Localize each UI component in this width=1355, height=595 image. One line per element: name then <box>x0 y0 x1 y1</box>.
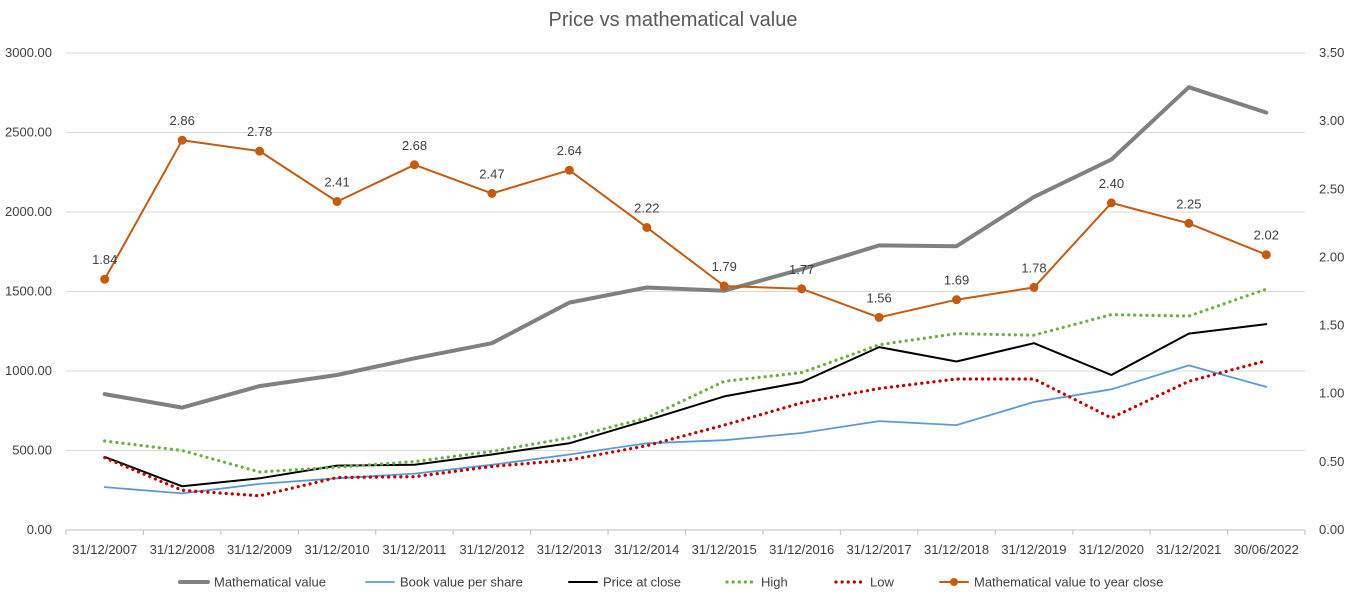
data-label: 2.25 <box>1176 196 1201 211</box>
x-tick-label: 31/12/2011 <box>382 542 446 557</box>
legend-marker <box>950 578 958 586</box>
y-left-tick-label: 0.00 <box>27 522 52 537</box>
data-label: 2.40 <box>1099 176 1124 191</box>
data-point-marker <box>642 222 652 232</box>
y-left-tick-label: 500.00 <box>12 443 52 458</box>
y-right-tick-label: 2.00 <box>1319 249 1344 264</box>
x-tick-label: 31/12/2019 <box>1001 542 1066 557</box>
data-point-marker <box>100 274 110 284</box>
x-tick-label: 30/06/2022 <box>1234 542 1299 557</box>
y-right-tick-label: 3.00 <box>1319 113 1344 128</box>
data-label: 1.56 <box>866 290 891 305</box>
data-point-marker <box>409 160 419 170</box>
x-tick-label: 31/12/2007 <box>72 542 137 557</box>
data-point-marker <box>719 281 729 291</box>
y-right-tick-label: 0.50 <box>1319 454 1344 469</box>
data-point-marker <box>487 188 497 198</box>
data-label: 2.78 <box>247 124 272 139</box>
x-tick-label: 31/12/2013 <box>537 542 602 557</box>
legend-label: Price at close <box>603 575 681 590</box>
series-line-book-value-per-share <box>103 364 1268 495</box>
x-axis: 31/12/2007 31/12/2008 31/12/2009 31/12/2010… <box>65 529 1306 557</box>
y-left-tick-label: 3000.00 <box>5 45 52 60</box>
legend: Mathematical value Book value per share Pr… <box>178 575 1163 590</box>
data-label: 1.84 <box>92 252 117 267</box>
series-line-high <box>103 287 1268 474</box>
series-lines <box>100 85 1271 498</box>
data-label: 1.78 <box>1021 260 1046 275</box>
x-tick-label: 31/12/2021 <box>1156 542 1221 557</box>
gridlines <box>66 52 1305 451</box>
y-right-tick-label: 2.50 <box>1319 181 1344 196</box>
chart-title: Price vs mathematical value <box>549 9 798 31</box>
data-label: 2.02 <box>1254 228 1279 243</box>
x-tick-label: 31/12/2015 <box>692 542 757 557</box>
data-point-marker <box>1106 198 1116 208</box>
data-label: 2.22 <box>634 200 659 215</box>
legend-label: Book value per share <box>400 575 523 590</box>
legend-label: Low <box>870 575 894 590</box>
y-left-tick-label: 1000.00 <box>5 363 52 378</box>
data-point-marker <box>177 135 187 145</box>
data-label: 2.47 <box>479 166 504 181</box>
data-label: 2.41 <box>324 175 349 190</box>
x-tick-label: 31/12/2018 <box>924 542 989 557</box>
y-right-tick-label: 0.00 <box>1319 522 1344 537</box>
data-labels: 1.84 2.86 2.78 2.41 2.68 2.47 2.64 2.22 1.79 1.77… <box>92 113 1279 305</box>
data-label: 1.77 <box>789 262 814 277</box>
data-point-marker <box>1029 282 1039 292</box>
data-point-marker <box>1184 218 1194 228</box>
data-label: 2.64 <box>557 143 582 158</box>
y-right-tick-label: 1.00 <box>1319 386 1344 401</box>
legend-label: Mathematical value <box>214 575 326 590</box>
series-line-mathematical-value <box>102 85 1269 410</box>
data-label: 2.68 <box>402 138 427 153</box>
x-tick-label: 31/12/2012 <box>459 542 524 557</box>
legend-label: Mathematical value to year close <box>974 575 1163 590</box>
y-left-tick-label: 2500.00 <box>5 125 52 140</box>
x-tick-label: 31/12/2008 <box>150 542 215 557</box>
data-label: 1.79 <box>712 259 737 274</box>
data-point-marker <box>332 197 342 207</box>
data-point-marker <box>1261 250 1271 260</box>
left-axis: 0.00 500.00 1000.00 1500.00 2000.00 2500.00 30… <box>5 45 52 537</box>
data-point-marker <box>255 146 265 156</box>
y-left-tick-label: 2000.00 <box>5 204 52 219</box>
data-label: 2.86 <box>170 113 195 128</box>
x-tick-label: 31/12/2014 <box>614 542 679 557</box>
x-tick-label: 31/12/2020 <box>1079 542 1144 557</box>
series-line-price-at-close <box>103 323 1268 488</box>
data-point-marker <box>874 312 884 322</box>
data-label: 1.69 <box>944 273 969 288</box>
data-point-marker <box>952 295 962 305</box>
x-tick-label: 31/12/2017 <box>847 542 912 557</box>
y-right-tick-label: 3.50 <box>1319 45 1344 60</box>
x-tick-label: 31/12/2016 <box>769 542 834 557</box>
series-line-low <box>103 359 1268 498</box>
legend-label: High <box>761 575 788 590</box>
y-right-tick-label: 1.50 <box>1319 318 1344 333</box>
series-line-mathematical-value-to-year-close <box>103 139 1268 319</box>
y-left-tick-label: 1500.00 <box>5 284 52 299</box>
right-axis: 0.00 0.50 1.00 1.50 2.00 2.50 3.00 3.50 <box>1319 45 1344 537</box>
x-tick-label: 31/12/2009 <box>227 542 292 557</box>
data-point-marker <box>564 165 574 175</box>
data-point-marker <box>797 284 807 294</box>
x-tick-label: 31/12/2010 <box>304 542 369 557</box>
